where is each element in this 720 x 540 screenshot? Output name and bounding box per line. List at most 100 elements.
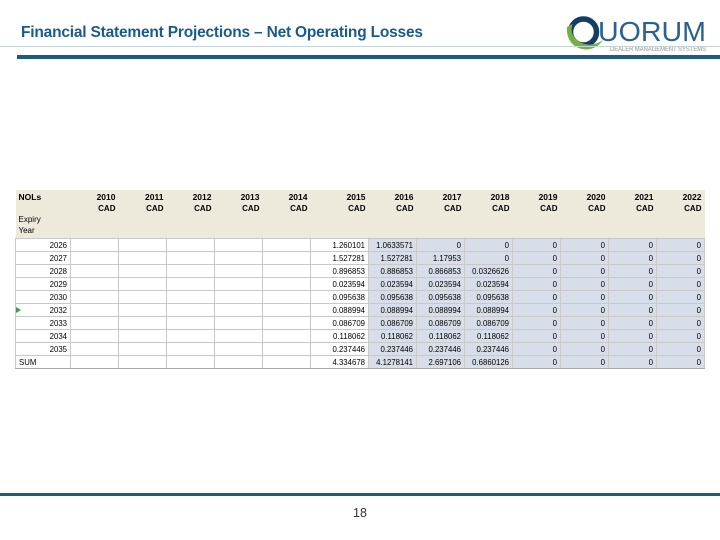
nol-value-cell	[118, 303, 167, 317]
year-header-cell: 2010	[70, 190, 119, 203]
quorum-logo-graphic: UORUM DEALER MANAGEMENT SYSTEMS	[566, 16, 706, 53]
nol-value-cell: 0.866853	[416, 264, 465, 278]
expiry-year-cell: 2032	[15, 303, 71, 317]
nol-value-cell: 0	[512, 238, 561, 252]
nol-value-cell: 0.118062	[416, 329, 465, 343]
nol-value-cell	[118, 277, 167, 291]
header-spacer-cell	[560, 214, 609, 239]
header-spacer-cell	[310, 214, 369, 239]
currency-label-cell: CAD	[310, 203, 369, 214]
table-row: 2034 0.118062 0.118062 0.118062 0.118062 0 0 0 0	[15, 329, 705, 343]
nol-value-cell	[70, 251, 119, 265]
nol-value-cell: 0.0326626	[464, 264, 513, 278]
nol-value-cell	[262, 277, 311, 291]
nol-value-cell	[214, 277, 263, 291]
nol-value-cell: 0	[608, 277, 657, 291]
nol-value-cell: 0.086709	[310, 316, 369, 330]
nol-value-cell: 1.17953	[416, 251, 465, 265]
nols-table: NOLs 2010 2011 2012 2013 2014 2015 2016 2017 2018…	[15, 190, 705, 369]
nol-value-cell	[70, 316, 119, 330]
footer-divider	[0, 493, 720, 496]
nol-value-cell: 0.088994	[368, 303, 417, 317]
year-header-cell: 2017	[416, 190, 465, 203]
nol-value-cell: 1.260101	[310, 238, 369, 252]
expiry-label-line: Year	[18, 226, 35, 235]
nol-value-cell	[214, 342, 263, 356]
header-spacer-cell	[608, 214, 657, 239]
nol-value-cell	[118, 264, 167, 278]
sum-label: SUM	[15, 355, 71, 369]
nol-value-cell: 0	[560, 251, 609, 265]
nol-value-cell	[214, 251, 263, 265]
nol-value-cell: 0	[464, 238, 513, 252]
nol-value-cell	[214, 316, 263, 330]
expiry-year-cell: 2030	[15, 290, 71, 304]
page-number: 18	[353, 506, 367, 520]
header-spacer-cell	[512, 214, 561, 239]
currency-label-cell: CAD	[512, 203, 561, 214]
nol-value-cell	[166, 277, 215, 291]
year-header-cell: 2011	[118, 190, 167, 203]
nol-value-cell	[166, 290, 215, 304]
nol-value-cell: 0.023594	[368, 277, 417, 291]
nol-value-cell: 0	[656, 329, 705, 343]
nol-value-cell: 0	[656, 238, 705, 252]
header-spacer-cell	[262, 214, 311, 239]
sum-value-cell	[214, 355, 263, 369]
nol-value-cell: 0	[608, 264, 657, 278]
nol-value-cell: 0	[608, 316, 657, 330]
currency-label-cell: CAD	[70, 203, 119, 214]
nol-value-cell: 0.023594	[464, 277, 513, 291]
nol-value-cell	[70, 303, 119, 317]
expiry-year-label: Expiry Year	[15, 214, 71, 239]
nol-value-cell: 0.237446	[310, 342, 369, 356]
nol-value-cell: 0	[560, 277, 609, 291]
nol-value-cell: 0	[560, 329, 609, 343]
year-header-cell: 2018	[464, 190, 513, 203]
year-header-cell: 2021	[608, 190, 657, 203]
nol-value-cell	[166, 342, 215, 356]
slide-title: Financial Statement Projections – Net Op…	[21, 24, 423, 41]
nol-value-cell	[262, 238, 311, 252]
header-spacer-cell	[166, 214, 215, 239]
corner-spacer	[15, 203, 71, 214]
year-header-cell: 2016	[368, 190, 417, 203]
expiry-year-cell: 2028	[15, 264, 71, 278]
nol-value-cell	[70, 342, 119, 356]
nol-value-cell	[70, 329, 119, 343]
nol-value-cell	[118, 342, 167, 356]
nols-label: NOLs	[15, 190, 71, 203]
currency-label-cell: CAD	[166, 203, 215, 214]
nol-value-cell	[118, 290, 167, 304]
expiry-label-line: Expiry	[18, 215, 41, 224]
nol-value-cell: 0	[512, 290, 561, 304]
currency-row: CAD CAD CAD CAD CAD CAD CAD CAD CAD CAD CAD CAD CAD	[15, 203, 705, 214]
nol-value-cell: 0	[656, 316, 705, 330]
nol-value-cell	[70, 277, 119, 291]
sum-value-cell: 4.1278141	[368, 355, 417, 369]
currency-label-cell: CAD	[560, 203, 609, 214]
nol-value-cell	[166, 316, 215, 330]
nol-value-cell	[118, 329, 167, 343]
nol-value-cell: 0.118062	[310, 329, 369, 343]
nol-value-cell	[118, 238, 167, 252]
nol-value-cell	[70, 290, 119, 304]
expiry-year-cell: 2029	[15, 277, 71, 291]
nol-value-cell	[262, 264, 311, 278]
nol-value-cell: 1.527281	[368, 251, 417, 265]
header-spacer-cell	[368, 214, 417, 239]
sum-value-cell: 2.697106	[416, 355, 465, 369]
title-underline-thick	[17, 55, 720, 59]
currency-label-cell: CAD	[464, 203, 513, 214]
nol-value-cell: 0.023594	[310, 277, 369, 291]
expiry-year-cell: 2034	[15, 329, 71, 343]
currency-label-cell: CAD	[416, 203, 465, 214]
header-spacer-cell	[118, 214, 167, 239]
nol-value-cell: 0.095638	[368, 290, 417, 304]
table-row: 2027 1.527281 1.527281 1.17953 0 0 0 0 0	[15, 251, 705, 265]
sum-row: SUM 4.334678 4.1278141 2.697106 0.6860126 0 0 0…	[15, 355, 705, 369]
expiry-label-row: Expiry Year	[15, 214, 705, 239]
year-header-cell: 2012	[166, 190, 215, 203]
nol-value-cell	[262, 329, 311, 343]
